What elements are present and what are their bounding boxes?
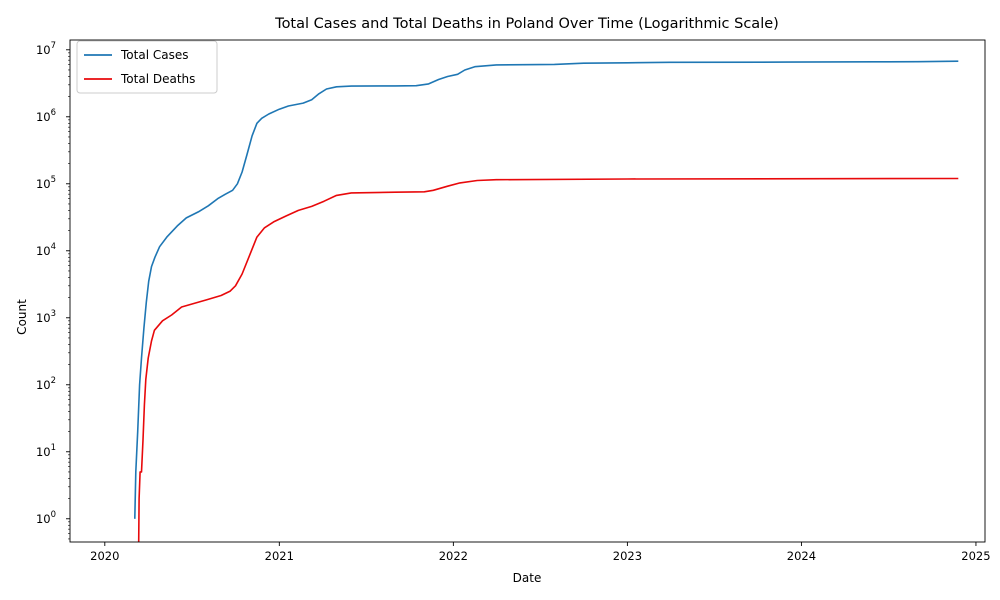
y-axis: 100 101 102 103 104 105 106 107 [36, 41, 70, 540]
x-axis: 2020 2021 2022 2023 2024 2025 [90, 542, 991, 563]
y-tick-label: 107 [36, 41, 56, 57]
plot-frame [69, 39, 986, 543]
series-line-1 [134, 60, 959, 519]
series-line-2 [137, 177, 959, 542]
x-tick-label: 2023 [613, 549, 642, 563]
x-axis-label: Date [513, 571, 542, 585]
y-tick-label: 106 [36, 108, 56, 124]
y-tick-label: 104 [36, 242, 56, 258]
legend-box [76, 40, 218, 94]
y-tick-label: 100 [36, 510, 56, 526]
legend: Total Cases Total Deaths [76, 40, 218, 94]
legend-label: Total Deaths [120, 72, 195, 86]
x-tick-label: 2024 [787, 549, 816, 563]
x-tick-label: 2020 [90, 549, 119, 563]
x-tick-label: 2021 [265, 549, 294, 563]
y-tick-label: 103 [36, 309, 56, 325]
y-tick-label: 102 [36, 376, 56, 392]
y-tick-label: 105 [36, 175, 56, 191]
y-axis-label: Count [15, 299, 29, 335]
x-tick-label: 2022 [439, 549, 468, 563]
y-tick-label: 101 [36, 443, 56, 459]
plot-area [69, 39, 986, 543]
legend-label: Total Cases [120, 48, 188, 62]
chart-title: Total Cases and Total Deaths in Poland O… [274, 16, 779, 32]
x-tick-label: 2025 [961, 549, 990, 563]
